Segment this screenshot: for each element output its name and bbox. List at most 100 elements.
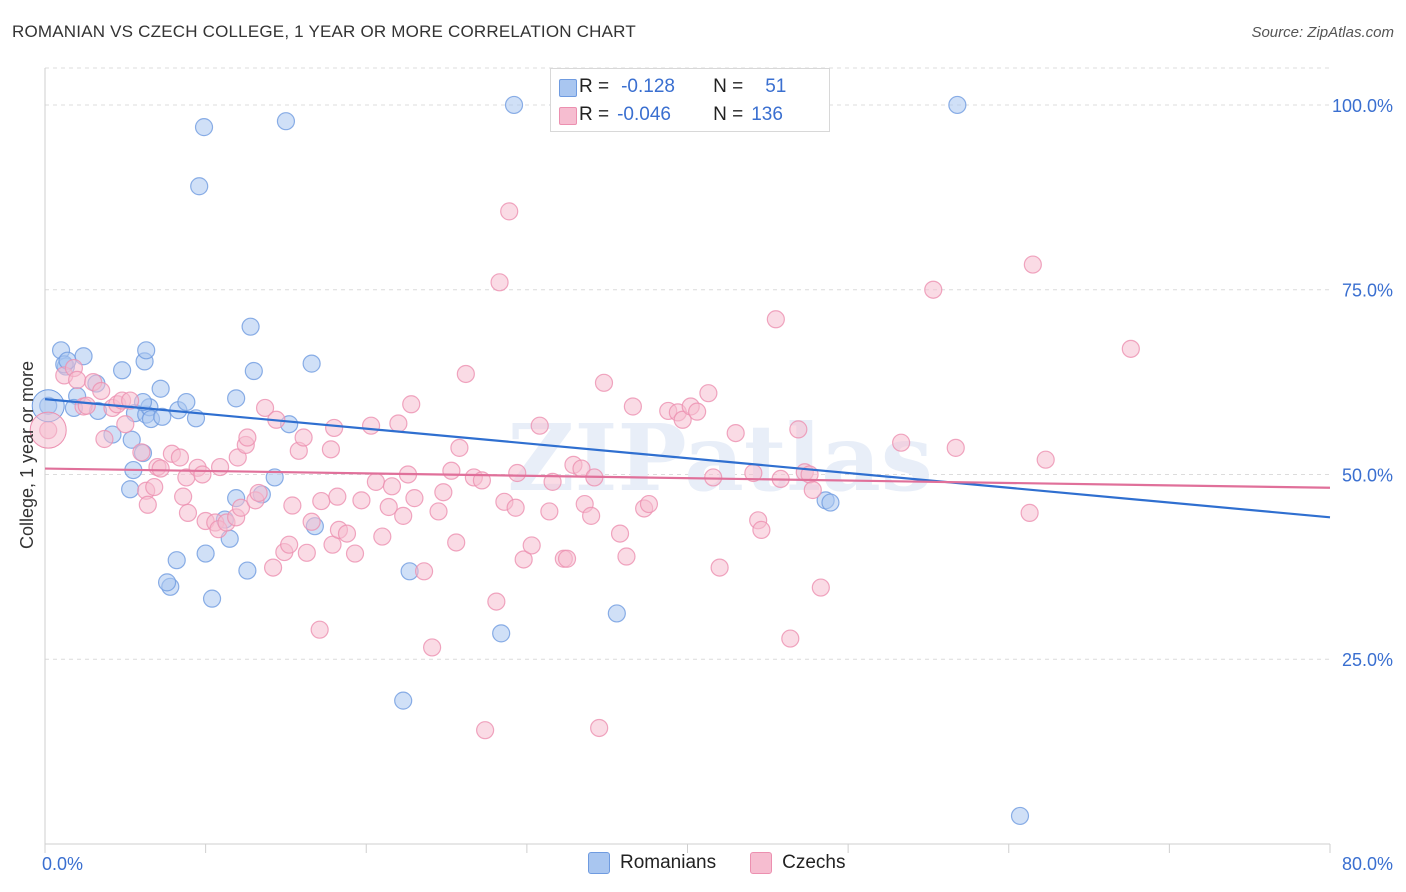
czechs-point <box>946 438 965 457</box>
czechs-point <box>138 495 157 514</box>
trend-lines <box>44 397 1331 519</box>
romanians-point <box>177 392 196 412</box>
czechs-point <box>302 512 321 531</box>
romanians-point <box>394 691 413 710</box>
czechs-point <box>132 443 151 462</box>
czechs-point <box>766 310 785 329</box>
grid-lines <box>45 67 1330 660</box>
czechs-point <box>116 415 135 434</box>
czechs-point <box>321 440 341 459</box>
czechs-point <box>193 465 212 484</box>
romanians-legend-label: Romanians <box>620 852 717 873</box>
czechs-point <box>280 535 299 554</box>
czechs-point <box>394 506 413 525</box>
romanians-point <box>504 95 524 115</box>
romanians-point <box>202 589 222 608</box>
czechs-legend-label: Czechs <box>782 852 846 873</box>
czechs-point <box>623 397 642 416</box>
czechs-point <box>892 433 911 452</box>
czechs-point <box>500 202 519 221</box>
czechs-point <box>423 638 442 657</box>
czechs-point <box>924 280 943 299</box>
czechs-point <box>1020 503 1039 523</box>
romanians-swatch <box>559 79 577 97</box>
romanians-point <box>948 95 967 115</box>
romanians-point <box>821 493 840 512</box>
czechs-point <box>1121 339 1140 358</box>
stats-legend: R = -0.128 N = 51 R = -0.046 N = 136 <box>550 68 830 132</box>
r-label: R = <box>579 76 610 97</box>
r-value: -0.128 <box>621 76 675 97</box>
romanians-legend-swatch <box>588 852 610 874</box>
czechs-point <box>210 457 230 477</box>
y-axis-label: College, 1 year or more <box>17 361 37 549</box>
data-points <box>29 95 1140 826</box>
czechs-point <box>373 527 392 546</box>
czechs-point <box>447 533 466 552</box>
czechs-point <box>337 524 357 543</box>
legend-item-czechs: Czechs <box>750 852 845 874</box>
czechs-point <box>249 483 268 503</box>
romanians-point <box>153 407 172 426</box>
romanians-point <box>302 354 321 373</box>
czechs-point <box>328 487 347 506</box>
czechs-point <box>170 448 190 467</box>
czechs-point <box>312 491 331 511</box>
czechs-point <box>811 578 830 597</box>
romanians-trend-line <box>44 397 1331 519</box>
romanians-point <box>265 468 284 487</box>
romanians-point <box>1010 806 1030 826</box>
czechs-point <box>429 502 448 521</box>
czechs-point <box>345 544 365 563</box>
czechs-point <box>414 562 434 581</box>
legend-row-czechs: R = -0.046 N = 136 <box>559 101 783 129</box>
czechs-point <box>361 416 381 435</box>
y-tick-label: 75.0% <box>1342 281 1393 301</box>
romanians-point <box>121 480 140 499</box>
czechs-point <box>522 536 541 555</box>
series-legend: Romanians Czechs <box>588 852 879 874</box>
czechs-point <box>151 459 170 478</box>
czechs-legend-swatch <box>750 852 773 874</box>
n-value: 136 <box>751 104 783 125</box>
czechs-point <box>540 502 559 521</box>
romanians-point <box>607 604 626 623</box>
czechs-point <box>490 273 509 292</box>
romanians-point <box>227 389 246 408</box>
czechs-point <box>238 428 257 447</box>
romanians-point <box>196 544 215 563</box>
czechs-point <box>487 592 506 611</box>
romanians-point <box>157 573 177 592</box>
romanians-point <box>112 361 132 380</box>
czechs-point <box>1023 255 1042 274</box>
axes <box>44 68 1331 853</box>
y-tick-label: 25.0% <box>1342 650 1393 670</box>
czechs-point <box>68 370 87 389</box>
source-label: Source: ZipAtlas.com <box>1251 24 1394 41</box>
legend-row-romanians: R = -0.128 N = 51 <box>559 73 786 101</box>
czechs-point <box>325 418 344 438</box>
romanians-point <box>74 347 93 366</box>
czechs-point <box>402 395 421 414</box>
czechs-point-large <box>29 411 67 449</box>
czechs-point <box>379 497 398 517</box>
czechs-point <box>263 558 283 577</box>
r-value: -0.046 <box>617 104 671 125</box>
x-tick-label: 80.0% <box>1342 854 1393 874</box>
legend-item-romanians: Romanians <box>588 852 716 874</box>
romanians-point <box>276 112 296 131</box>
czechs-point <box>283 496 302 515</box>
czechs-point <box>450 438 469 457</box>
romanians-point <box>122 430 141 449</box>
czechs-point <box>752 520 771 540</box>
romanians-point <box>241 317 260 336</box>
czechs-point <box>610 524 630 543</box>
czechs-point <box>699 384 718 403</box>
czechs-point <box>530 416 549 435</box>
czechs-point <box>673 410 692 429</box>
czechs-point <box>617 547 636 566</box>
czechs-point <box>92 381 111 401</box>
czechs-point <box>231 498 251 517</box>
czechs-point <box>710 558 729 577</box>
